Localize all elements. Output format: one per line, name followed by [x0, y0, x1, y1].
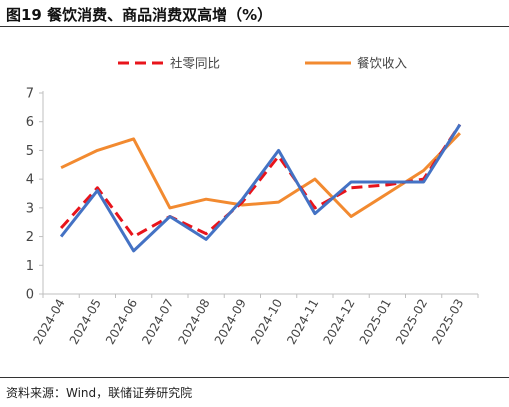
x-tick-label: 2024-11: [284, 297, 321, 347]
legend-label-1: 餐饮收入: [357, 56, 408, 71]
source-note: 资料来源：Wind，联储证券研究院: [6, 386, 193, 400]
y-tick-label: 6: [26, 115, 34, 130]
chart-series: [59, 123, 462, 253]
series-line-2: [59, 123, 462, 253]
series-line-1: [60, 132, 461, 218]
y-tick-label: 4: [26, 173, 34, 188]
y-tick-label: 3: [26, 201, 34, 216]
x-tick-label: 2024-09: [212, 297, 249, 347]
top-rule: [0, 26, 509, 27]
x-tick-label: 2024-04: [31, 297, 68, 347]
series-line-0: [59, 123, 462, 239]
x-tick-label: 2024-05: [67, 297, 104, 347]
x-tick-label: 2024-10: [248, 297, 285, 347]
y-tick-label: 5: [26, 144, 34, 159]
chart-legend: 社零同比 餐饮收入: [118, 56, 408, 71]
legend-label-0: 社零同比: [170, 56, 220, 71]
x-tick-label: 2024-07: [139, 297, 176, 347]
figure-title: 图19 餐饮消费、商品消费双高增（%）: [6, 6, 273, 24]
y-tick-label: 7: [26, 87, 34, 102]
x-tick-label: 2025-01: [357, 297, 394, 347]
x-tick-label: 2025-02: [393, 297, 430, 347]
y-tick-label: 1: [26, 259, 34, 274]
x-tick-label: 2025-03: [429, 297, 466, 347]
x-tick-label: 2024-08: [176, 297, 213, 347]
y-tick-label: 2: [26, 230, 34, 245]
y-tick-label: 0: [26, 288, 34, 303]
x-tick-label: 2024-06: [103, 297, 140, 347]
bottom-rule: [0, 377, 509, 378]
x-tick-label: 2024-12: [321, 297, 358, 347]
